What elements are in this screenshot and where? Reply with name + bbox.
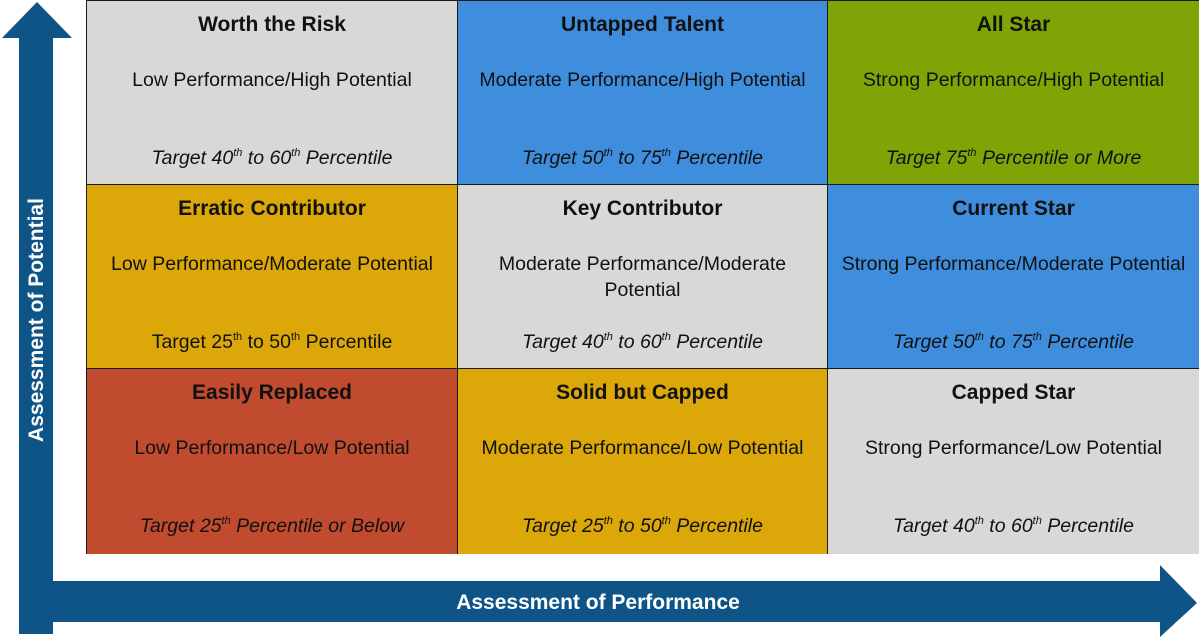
cell-target: Target 75th Percentile or More xyxy=(885,147,1142,169)
y-axis-label: Assessment of Potential xyxy=(25,198,48,442)
cell-title: Key Contributor xyxy=(562,197,723,220)
cell-title: Untapped Talent xyxy=(561,13,724,36)
cell-target: Target 25th to 50th Percentile xyxy=(522,515,763,537)
grid-cell: Easily Replaced Low Performance/Low Pote… xyxy=(87,369,458,554)
cell-target: Target 40th to 60th Percentile xyxy=(522,331,763,353)
cell-title: Worth the Risk xyxy=(198,13,346,36)
cell-description: Strong Performance/High Potential xyxy=(862,69,1165,91)
grid-cell: Worth the Risk Low Performance/High Pote… xyxy=(87,1,458,185)
cell-title: Easily Replaced xyxy=(192,381,352,404)
cell-title: All Star xyxy=(976,13,1051,36)
cell-description: Low Performance/Moderate Potential xyxy=(111,253,433,275)
grid-cell: Capped Star Strong Performance/Low Poten… xyxy=(828,369,1199,554)
cell-target: Target 40th to 60th Percentile xyxy=(151,147,393,169)
grid-cell: Solid but Capped Moderate Performance/Lo… xyxy=(458,369,828,554)
cell-title: Erratic Contributor xyxy=(178,197,366,220)
cell-target: Target 50th to 75th Percentile xyxy=(893,331,1134,353)
cell-description: Low Performance/Low Potential xyxy=(134,437,410,459)
cell-target: Target 25th Percentile or Below xyxy=(139,515,405,537)
nine-box-grid: Worth the Risk Low Performance/High Pote… xyxy=(86,0,1199,554)
cell-title: Solid but Capped xyxy=(556,381,729,404)
cell-target: Target 25th to 50th Percentile xyxy=(151,331,393,353)
cell-title: Capped Star xyxy=(951,381,1076,404)
cell-description: Strong Performance/Low Potential xyxy=(865,437,1162,459)
grid-cell: Current Star Strong Performance/Moderate… xyxy=(828,185,1199,369)
cell-description: Moderate Performance/High Potential xyxy=(479,69,806,91)
cell-description: Moderate Performance/Moderate Potential xyxy=(498,253,787,301)
grid-cell: Untapped Talent Moderate Performance/Hig… xyxy=(458,1,828,185)
cell-target: Target 40th to 60th Percentile xyxy=(893,515,1134,537)
grid-cell: Key Contributor Moderate Performance/Mod… xyxy=(458,185,828,369)
x-axis-arrow xyxy=(19,565,1197,637)
grid-cell: All Star Strong Performance/High Potenti… xyxy=(828,1,1199,185)
y-axis-arrow xyxy=(2,2,72,634)
cell-description: Strong Performance/Moderate Potential xyxy=(841,253,1186,275)
cell-description: Moderate Performance/Low Potential xyxy=(481,437,804,459)
x-axis-label: Assessment of Performance xyxy=(456,591,740,614)
cell-title: Current Star xyxy=(952,197,1075,220)
cell-target: Target 50th to 75th Percentile xyxy=(522,147,763,169)
cell-description: Low Performance/High Potential xyxy=(132,69,412,91)
grid-cell: Erratic Contributor Low Performance/Mode… xyxy=(87,185,458,369)
